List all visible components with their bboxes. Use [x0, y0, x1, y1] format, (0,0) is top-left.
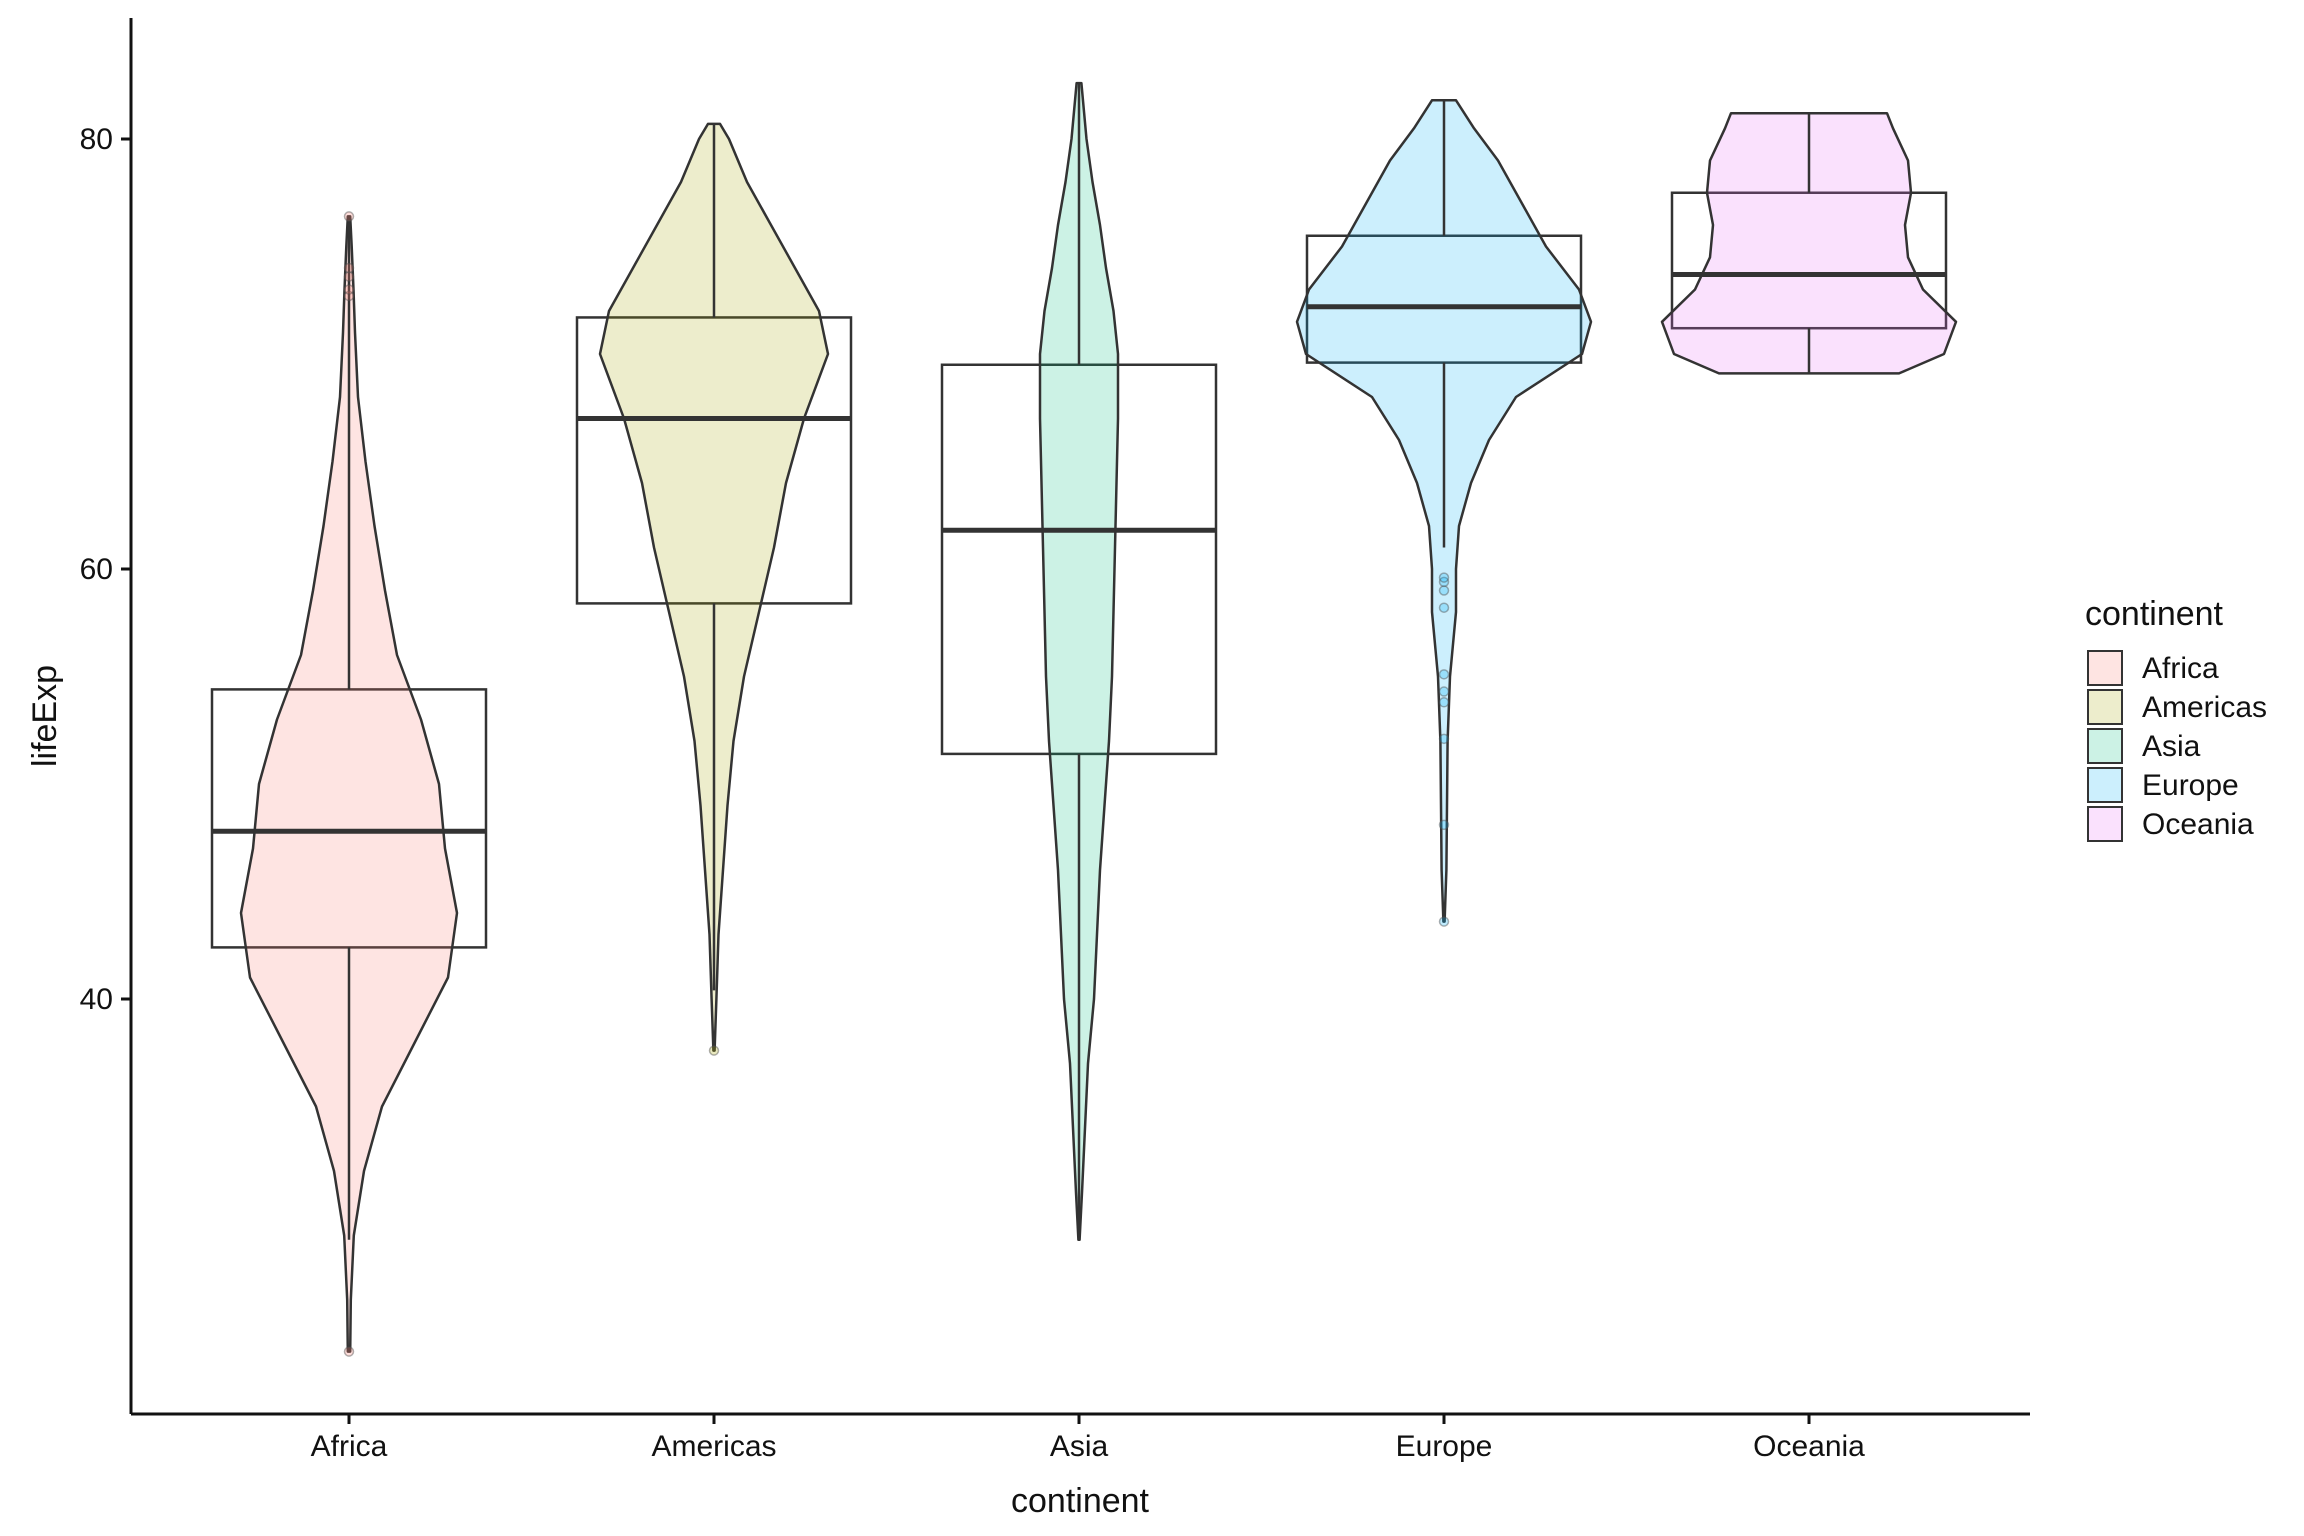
outlier-point [343, 284, 355, 295]
violin [598, 122, 830, 1052]
plot-area [210, 81, 1958, 1357]
legend-key-oceania [2087, 806, 2123, 842]
outlier-point [1438, 669, 1450, 680]
legend-label-asia: Asia [2142, 730, 2201, 763]
x-tick-label: Europe [1396, 1430, 1493, 1463]
outlier-point [708, 1045, 720, 1056]
legend-key-asia [2087, 728, 2123, 764]
violin-group-americas [575, 122, 853, 1056]
outlier-point [343, 1346, 355, 1357]
violin [1038, 81, 1120, 1242]
outlier-point [1438, 733, 1450, 745]
outlier-point [343, 271, 355, 282]
outlier-point [1438, 602, 1450, 613]
x-tick-label: Africa [311, 1430, 388, 1463]
x-tick-label: Oceania [1753, 1430, 1865, 1463]
outlier-point [343, 290, 355, 302]
violin [1660, 111, 1958, 375]
outlier-point [343, 211, 355, 222]
legend: continent Africa Americas Asia Europe Oceani… [2085, 595, 2267, 842]
outlier-point [1438, 576, 1450, 588]
violin-group-europe [1295, 99, 1593, 927]
legend-label-oceania: Oceania [2142, 808, 2254, 841]
x-tick-label: Asia [1050, 1430, 1109, 1463]
y-axis-title: lifeExp [26, 665, 64, 767]
violin-group-asia [940, 81, 1218, 1242]
legend-key-africa [2087, 650, 2123, 686]
legend-label-africa: Africa [2142, 652, 2219, 685]
axes: 40 60 80 Africa Americas Asia Europe Oceania [80, 18, 2030, 1463]
outlier-point [1438, 916, 1450, 927]
x-tick-label: Americas [651, 1430, 776, 1463]
legend-key-americas [2087, 689, 2123, 725]
y-tick-label: 40 [80, 983, 113, 1016]
outlier-point [1438, 572, 1450, 583]
outlier-point [343, 262, 355, 274]
legend-title: continent [2085, 595, 2224, 633]
legend-label-americas: Americas [2142, 691, 2267, 724]
x-axis-title: continent [1011, 1482, 1150, 1520]
outlier-point [1438, 585, 1450, 596]
outlier-point [1438, 686, 1450, 697]
legend-key-europe [2087, 767, 2123, 803]
outlier-point [1438, 697, 1450, 708]
violin-group-africa [210, 211, 488, 1357]
y-tick-label: 80 [80, 123, 113, 156]
violin-group-oceania [1660, 111, 1958, 375]
outlier-point [1438, 819, 1450, 831]
legend-label-europe: Europe [2142, 769, 2239, 802]
y-tick-label: 60 [80, 553, 113, 586]
